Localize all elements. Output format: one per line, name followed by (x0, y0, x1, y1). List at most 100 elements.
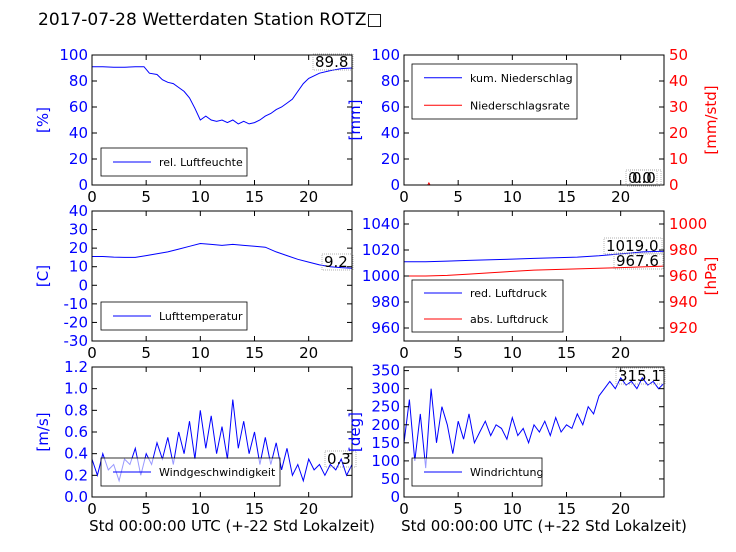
y-tick-label: 1.2 (64, 358, 88, 376)
y-tick-label: 0 (78, 276, 88, 294)
x-tick-label: 10 (191, 500, 210, 518)
x-tick-label: 5 (453, 344, 463, 362)
y-tick-label: 300 (371, 380, 400, 398)
x-tick-label: 10 (191, 344, 210, 362)
annotation-box (613, 252, 664, 270)
panel-humidity: 0 5 10 15 20 0 20 40 60 80 100 [%] rel. Luftfeuchte 8… (34, 46, 354, 206)
y-tick-label: 0.4 (64, 445, 88, 463)
x-tick-label: 20 (611, 344, 630, 362)
y2-tick-label: 960 (669, 267, 698, 285)
annotation-box (603, 237, 663, 255)
annotation-value: 1019.0 (606, 237, 659, 255)
x-axis-label: Std 00:00:00 UTC (+-22 Std Lokalzeit) (89, 517, 375, 535)
legend-entry-label: red. Luftdruck (470, 287, 547, 300)
x-tick-label: 20 (299, 500, 318, 518)
x-tick-label: 10 (191, 188, 210, 206)
y-tick-label: 50 (381, 470, 400, 488)
legend-humidity: rel. Luftfeuchte (100, 147, 248, 177)
x-tick-label: 10 (503, 500, 522, 518)
y2-tick-label: 1000 (669, 215, 707, 233)
y2-tick-label: 920 (669, 319, 698, 337)
annotation-value: 89.8 (315, 53, 348, 71)
axes-frame-humidity (91, 54, 353, 186)
legend-pressure: red. Luftdruck abs. Luftdruck (411, 279, 564, 333)
y-tick-label: 0 (390, 488, 400, 506)
x-tick-label: 20 (611, 188, 630, 206)
y-tick-label: 100 (59, 46, 88, 64)
series-line-humidity-0 (92, 66, 353, 125)
panel-temperature: 0 5 10 15 20-30-20-10010203040[C]Lufttempera… (34, 202, 354, 362)
y-axis-label: [deg] (346, 412, 364, 452)
y-tick-label: 10 (69, 258, 88, 276)
annotation-box (324, 450, 357, 468)
annotation-box (629, 169, 662, 187)
y-tick-label: 0.2 (64, 466, 88, 484)
series-line-winddirection-0 (403, 376, 665, 469)
y-tick-label: 60 (69, 98, 88, 116)
y-tick-label: 100 (371, 46, 400, 64)
x-tick-label: 5 (141, 344, 151, 362)
annotation-value: 967.6 (616, 252, 659, 270)
x-tick-label: 5 (141, 500, 151, 518)
y-tick-label: 1.0 (64, 380, 88, 398)
legend-entry-label: Windrichtung (470, 466, 543, 479)
x-tick-label: 0 (399, 500, 409, 518)
legend-entry-label: Windgeschwindigkeit (159, 466, 276, 479)
y-tick-label: 1020 (362, 241, 400, 259)
legend-box (411, 63, 578, 120)
annotation-box (321, 253, 354, 271)
axes-frame-temperature (91, 210, 353, 342)
annotation-box (615, 367, 666, 385)
y2-axis-label: [hPa] (702, 257, 720, 296)
y-axis-label: [m/s] (34, 412, 52, 451)
x-tick-label: 5 (453, 500, 463, 518)
axes-frame-winddirection (403, 366, 665, 498)
annotation-value: 0.0 (628, 169, 652, 187)
y-tick-label: 150 (371, 434, 400, 452)
y-tick-label: 0.8 (64, 401, 88, 419)
y-tick-label: -10 (64, 295, 89, 313)
x-tick-label: 15 (557, 344, 576, 362)
panel-pressure: 0 5 10 15 20 960 980 1000 1020 1040 920 940 960 980 10… (362, 210, 720, 362)
x-tick-label: 20 (611, 500, 630, 518)
x-tick-label: 5 (141, 188, 151, 206)
y-tick-label: 20 (69, 239, 88, 257)
figure-title: 2017-07-28 Wetterdaten Station ROTZ□ (38, 10, 383, 30)
y-axis-label: [mm] (346, 100, 364, 141)
x-tick-label: 15 (557, 188, 576, 206)
x-tick-label: 0 (399, 344, 409, 362)
y-axis-label: [C] (34, 265, 52, 287)
y-tick-label: 0 (390, 176, 400, 194)
y-tick-label: 80 (381, 72, 400, 90)
x-tick-label: 20 (299, 188, 318, 206)
panel-precipitation: 0 5 10 15 20 0 20 40 60 80 100 0 10 20 30 40 50 [mm] [mm/s… (346, 46, 720, 206)
x-tick-label: 15 (245, 500, 264, 518)
legend-entry-label: Lufttemperatur (159, 310, 243, 323)
y2-tick-label: 20 (669, 124, 688, 142)
y-tick-label: 60 (381, 98, 400, 116)
legend-entry-label: kum. Niederschlag (470, 72, 573, 85)
x-tick-label: 0 (87, 188, 97, 206)
y-axis-label: [%] (34, 107, 52, 133)
y2-tick-label: 0 (669, 176, 679, 194)
y-tick-label: 960 (371, 319, 400, 337)
legend-windspeed: Windgeschwindigkeit (100, 457, 281, 487)
x-tick-label: 10 (503, 344, 522, 362)
y2-tick-label: 940 (669, 293, 698, 311)
y-tick-label: 250 (371, 398, 400, 416)
y2-axis-label: [mm/std] (702, 85, 720, 154)
series-line-temperature-0 (92, 242, 353, 269)
legend-entry-label: abs. Luftdruck (470, 313, 549, 326)
y-tick-label: 20 (69, 150, 88, 168)
y2-tick-label: 40 (669, 72, 688, 90)
x-tick-label: 5 (453, 188, 463, 206)
legend-precipitation: kum. Niederschlag Niederschlagsrate (411, 63, 578, 120)
x-tick-label: 0 (87, 500, 97, 518)
annotation-value: 315.1 (618, 367, 661, 385)
annotation-value: 0.3 (327, 450, 351, 468)
axes-frame-precipitation (403, 54, 665, 186)
y-tick-label: -20 (64, 313, 89, 331)
y-tick-label: 0.0 (64, 488, 88, 506)
